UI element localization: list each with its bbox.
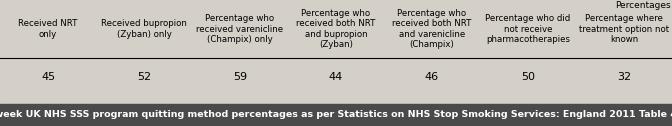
Text: Received NRT
only: Received NRT only [18,19,78,39]
Text: Percentage who
received varenicline
(Champix) only: Percentage who received varenicline (Cha… [196,14,284,44]
Text: Percentage who did
not receive
pharmacotherapies: Percentage who did not receive pharmacot… [485,14,571,44]
Text: 46: 46 [425,72,439,82]
Text: Percentage who
received both NRT
and bupropion
(Zyban): Percentage who received both NRT and bup… [296,9,376,49]
Text: 44: 44 [329,72,343,82]
Text: 52: 52 [137,72,151,82]
Text: 45: 45 [41,72,55,82]
Text: Percentage who
received both NRT
and varenicline
(Champix): Percentage who received both NRT and var… [392,9,472,49]
Text: Percentage where
treatment option not
known: Percentage where treatment option not kn… [579,14,669,44]
Text: Percentages: Percentages [615,1,671,10]
Text: 50: 50 [521,72,535,82]
Text: 32: 32 [617,72,631,82]
Text: 59: 59 [233,72,247,82]
Text: Received bupropion
(Zyban) only: Received bupropion (Zyban) only [101,19,187,39]
Text: 4-week UK NHS SSS program quitting method percentages as per Statistics on NHS S: 4-week UK NHS SSS program quitting metho… [0,111,672,119]
